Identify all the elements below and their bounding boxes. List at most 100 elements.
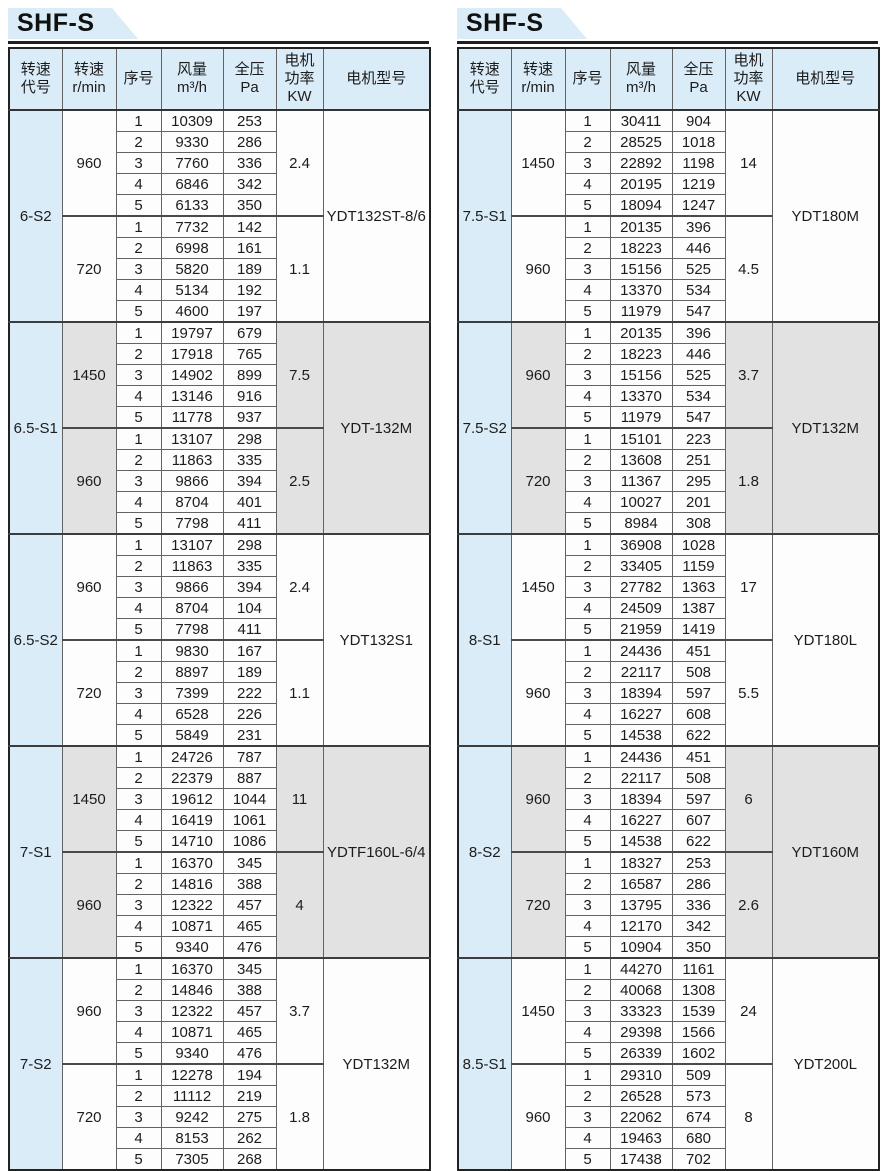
serial-cell: 2	[564, 873, 611, 895]
serial-cell: 5	[564, 300, 611, 323]
table-row: 8-S2 960 1 24436 451 6 YDT160M	[457, 745, 880, 959]
serial-cell: 2	[564, 661, 611, 683]
airflow-cell: 13370	[609, 385, 673, 407]
pressure-cell: 573	[671, 1085, 726, 1107]
serial-cell: 1	[115, 109, 162, 132]
serial-cell: 3	[115, 470, 162, 492]
pressure-cell: 525	[671, 258, 726, 280]
airflow-cell: 16419	[160, 809, 224, 831]
pressure-cell: 465	[222, 915, 277, 937]
pressure-cell: 167	[222, 639, 277, 662]
pressure-cell: 508	[671, 767, 726, 789]
serial-cell: 5	[564, 1148, 611, 1171]
table-row: 2 17918 765	[9, 343, 430, 365]
serial-cell: 2	[115, 131, 162, 153]
table-row: 720 1 9830 167 1.1	[9, 639, 430, 747]
serial-cell: 5	[115, 194, 162, 217]
serial-cell: 1	[115, 1063, 162, 1086]
left-panel: SHF-S 转速 代号 转速 r/min 序号 风量 m³/h 全压 Pa 电机 功率 K…	[8, 8, 431, 1171]
airflow-cell: 9340	[160, 1042, 224, 1065]
pressure-cell: 298	[222, 533, 277, 556]
header-row: 转速 代号 转速 r/min 序号 风量 m³/h 全压 Pa 电机 功率 KW 电机型号	[457, 47, 880, 111]
table-row: 2 13608 251	[458, 449, 879, 471]
serial-cell: 4	[564, 279, 611, 301]
table-row: 3 33323 1539	[458, 1000, 879, 1022]
airflow-cell: 14816	[160, 873, 224, 895]
pressure-cell: 534	[671, 385, 726, 407]
col-header-serial: 序号	[115, 47, 162, 111]
table-row: 2 6998 161	[9, 237, 430, 259]
serial-cell: 2	[564, 979, 611, 1001]
airflow-cell: 20195	[609, 173, 673, 195]
serial-cell: 2	[564, 555, 611, 577]
airflow-cell: 19612	[160, 788, 224, 810]
serial-cell: 2	[115, 449, 162, 471]
table-row: 2 22117 508	[458, 661, 879, 683]
power-cell: 4	[275, 851, 324, 959]
serial-cell: 2	[115, 767, 162, 789]
airflow-cell: 11778	[160, 406, 224, 429]
pressure-cell: 350	[222, 194, 277, 217]
power-cell: 3.7	[724, 321, 773, 429]
airflow-cell: 24726	[160, 745, 224, 768]
pressure-cell: 1061	[222, 809, 277, 831]
motor-model-cell: YDTF160L-6/4	[322, 745, 431, 959]
table-row: 960 1 24436 451 5.5	[458, 639, 879, 747]
fan-spec-table: 转速 代号 转速 r/min 序号 风量 m³/h 全压 Pa 电机 功率 KW 电机型号 6…	[8, 47, 431, 1171]
serial-cell: 5	[115, 1148, 162, 1171]
pressure-cell: 223	[671, 427, 726, 450]
speed-code-cell: 7-S1	[8, 745, 63, 959]
table-row: 4 8704 401	[9, 491, 430, 513]
power-cell: 24	[724, 957, 773, 1065]
pressure-cell: 394	[222, 576, 277, 598]
pressure-cell: 904	[671, 109, 726, 132]
serial-cell: 4	[115, 1127, 162, 1149]
table-row: 4 8153 262	[9, 1127, 430, 1149]
table-row: 2 22117 508	[458, 767, 879, 789]
serial-cell: 3	[115, 1000, 162, 1022]
pressure-cell: 219	[222, 1085, 277, 1107]
motor-model-cell: YDT132M	[322, 957, 431, 1171]
airflow-cell: 4600	[160, 300, 224, 323]
power-cell: 11	[275, 745, 324, 853]
rpm-cell: 960	[510, 639, 566, 747]
airflow-cell: 6846	[160, 173, 224, 195]
title-ribbon: SHF-S	[457, 8, 587, 39]
table-row: 4 13146 916	[9, 385, 430, 407]
airflow-cell: 22062	[609, 1106, 673, 1128]
serial-cell: 4	[564, 915, 611, 937]
airflow-cell: 14902	[160, 364, 224, 386]
serial-cell: 5	[115, 830, 162, 853]
speed-code-cell: 8.5-S1	[457, 957, 512, 1171]
power-cell: 1.8	[275, 1063, 324, 1171]
speed-code-cell: 8-S1	[457, 533, 512, 747]
pressure-cell: 446	[671, 343, 726, 365]
pressure-cell: 394	[222, 470, 277, 492]
serial-cell: 2	[115, 237, 162, 259]
table-row: 7.5-S1 1450 1 30411 904 14 YDT180M	[457, 109, 880, 323]
title-divider	[457, 41, 878, 44]
table-row: 2 18223 446	[458, 237, 879, 259]
table-row: 2 11863 335	[9, 555, 430, 577]
table-row: 3 9242 275	[9, 1106, 430, 1128]
airflow-cell: 13107	[160, 427, 224, 450]
col-header-air-volume: 风量 m³/h	[609, 47, 673, 111]
table-row: 2 22379 887	[9, 767, 430, 789]
motor-model-cell: YDT132S1	[322, 533, 431, 747]
rpm-cell: 960	[61, 109, 117, 217]
table-row: 4 24509 1387	[458, 597, 879, 619]
pressure-cell: 787	[222, 745, 277, 768]
rpm-cell: 960	[61, 533, 117, 641]
airflow-cell: 9830	[160, 639, 224, 662]
serial-cell: 4	[564, 703, 611, 725]
serial-cell: 4	[115, 915, 162, 937]
serial-cell: 4	[115, 491, 162, 513]
table-row: 3 7760 336	[9, 152, 430, 174]
pressure-cell: 189	[222, 661, 277, 683]
airflow-cell: 33405	[609, 555, 673, 577]
serial-cell: 3	[564, 470, 611, 492]
pressure-cell: 916	[222, 385, 277, 407]
serial-cell: 1	[564, 109, 611, 132]
airflow-cell: 13370	[609, 279, 673, 301]
table-row: 4 6528 226	[9, 703, 430, 725]
